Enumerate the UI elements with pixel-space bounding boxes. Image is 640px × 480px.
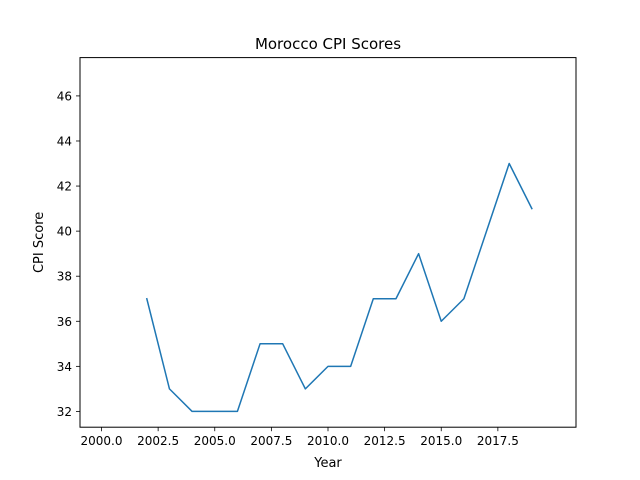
- y-tick-label: 34: [57, 360, 72, 374]
- y-tick-label: 40: [57, 225, 72, 239]
- x-tick-label: 2015.0: [420, 434, 462, 448]
- cpi-score-series-line: [145, 162, 533, 413]
- x-axis-title: Year: [313, 456, 342, 471]
- y-axis-title: CPI Score: [32, 212, 47, 273]
- axes-frame: [79, 57, 577, 428]
- y-tick-label: 42: [57, 180, 72, 194]
- y-tick-label: 46: [57, 89, 72, 103]
- y-tick-label: 44: [57, 134, 72, 148]
- x-tick-label: 2000.0: [81, 434, 123, 448]
- chart-title: Morocco CPI Scores: [255, 35, 401, 53]
- x-tick-label: 2010.0: [307, 434, 349, 448]
- x-tick-label: 2005.0: [194, 434, 236, 448]
- x-tick-label: 2002.5: [137, 434, 179, 448]
- series-layer: [145, 162, 533, 413]
- y-tick-label: 38: [57, 270, 72, 284]
- x-tick-label: 2012.5: [364, 434, 406, 448]
- x-tick-label: 2007.5: [250, 434, 292, 448]
- y-tick-label: 32: [57, 405, 72, 419]
- x-tick-label: 2017.5: [477, 434, 519, 448]
- y-tick-label: 36: [57, 315, 72, 329]
- ticks-layer: 2000.0 2002.5 2005.0 2007.5 2010.0 2012.5 2015…: [57, 89, 519, 448]
